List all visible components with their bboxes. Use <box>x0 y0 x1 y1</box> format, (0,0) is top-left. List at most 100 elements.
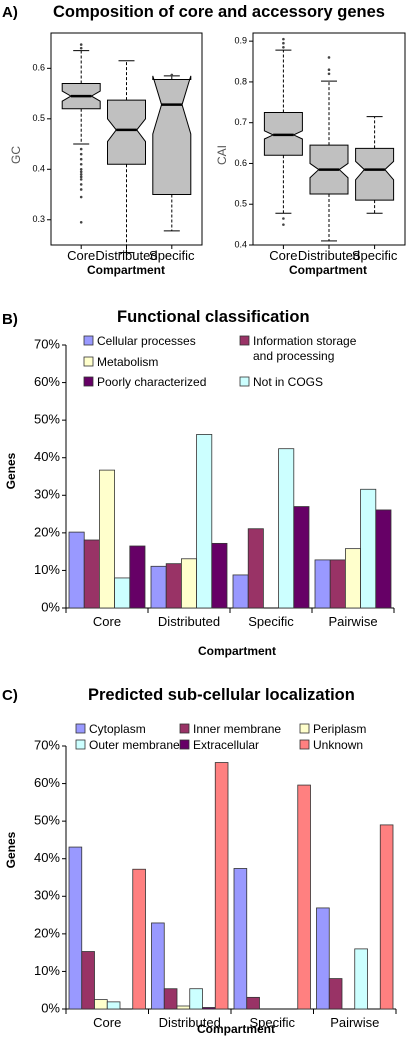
x-tick-label: Core <box>67 248 95 263</box>
bar <box>314 559 331 609</box>
panel-b-title: Functional classification <box>117 308 310 326</box>
bar <box>211 542 228 609</box>
legend-label: Periplasm <box>313 722 366 736</box>
legend-label: Information storage <box>253 334 357 348</box>
legend-swatch <box>299 723 310 734</box>
panel-a-letter: A) <box>2 4 18 21</box>
box-body <box>152 75 192 196</box>
outlier-point <box>79 195 83 199</box>
y-tick-label: 0.9 <box>234 36 247 46</box>
bar <box>202 1007 216 1010</box>
panel-b-letter: B) <box>2 311 18 328</box>
legend-label: Cellular processes <box>97 334 196 348</box>
functional-y-axis-title: Genes <box>4 452 18 489</box>
bar <box>344 548 361 609</box>
outlier-point <box>79 157 83 161</box>
x-tick-label: Pairwise <box>330 1015 379 1030</box>
outlier-point <box>79 175 83 179</box>
panel-a-title: Composition of core and accessory genes <box>53 3 385 21</box>
y-tick-label: 40% <box>34 449 60 464</box>
outlier-point <box>282 223 285 226</box>
y-tick-label: 60% <box>34 775 60 790</box>
box-body <box>107 99 146 165</box>
bar <box>106 1001 121 1010</box>
bar <box>316 907 330 1010</box>
outlier-point <box>79 170 83 174</box>
bar <box>163 988 178 1010</box>
y-tick-label: 0.4 <box>32 164 45 174</box>
bar <box>151 922 165 1010</box>
bar <box>68 531 85 609</box>
legend-label: Unknown <box>313 738 363 752</box>
outlier-point <box>79 43 83 46</box>
y-tick-label: 0.7 <box>234 117 247 127</box>
x-tick-label: Distributed <box>158 614 220 629</box>
x-tick-label: Core <box>93 1015 121 1030</box>
legend-swatch <box>83 376 94 387</box>
bar <box>379 824 394 1010</box>
y-tick-label: 10% <box>34 562 60 577</box>
bar <box>180 558 197 609</box>
legend-label: Cytoplasm <box>89 722 146 736</box>
y-tick-label: 0.5 <box>234 199 247 209</box>
bar <box>83 539 100 609</box>
x-tick-label: Core <box>269 248 297 263</box>
y-tick-label: 30% <box>34 888 60 903</box>
legend-swatch <box>299 739 310 750</box>
bar <box>189 988 203 1010</box>
localization-y-axis-title: Genes <box>4 831 18 868</box>
x-tick-label: Pairwise <box>328 614 377 629</box>
outlier-point <box>79 188 83 191</box>
bar <box>293 506 310 609</box>
y-tick-label: 0% <box>41 1000 60 1015</box>
outlier-point <box>170 73 174 77</box>
outlier-point <box>327 56 331 59</box>
y-tick-label: 0.4 <box>234 239 247 249</box>
outlier-point <box>79 147 83 151</box>
x-tick-label: Distributed <box>298 248 360 263</box>
panel-c-letter: C) <box>2 687 18 704</box>
bar <box>329 559 346 609</box>
y-tick-label: 0.3 <box>32 214 45 224</box>
bar <box>150 565 167 609</box>
functional-x-axis-title: Compartment <box>198 644 276 658</box>
bar <box>176 1005 191 1010</box>
y-tick-label: 50% <box>34 813 60 828</box>
functional-bar-chart: Genes Compartment 0% 10% 20% 30% 40% 50% 60% 70… <box>4 334 395 658</box>
bar <box>94 999 108 1010</box>
outlier-point <box>282 37 285 41</box>
legend-swatch <box>83 356 94 367</box>
outlier-point <box>79 167 83 171</box>
x-tick-label: Specific <box>248 614 294 629</box>
y-tick-label: 10% <box>34 963 60 978</box>
legend-swatch <box>75 723 86 734</box>
x-tick-label: Core <box>93 614 121 629</box>
outlier-point <box>79 46 83 50</box>
outlier-point <box>327 68 331 71</box>
legend-swatch <box>179 723 190 734</box>
outlier-point <box>79 178 83 181</box>
outlier-point <box>79 152 83 156</box>
outlier-point <box>79 162 83 166</box>
y-tick-label: 30% <box>34 487 60 502</box>
outlier-point <box>282 41 285 45</box>
outlier-point <box>79 173 83 176</box>
bar <box>328 978 343 1010</box>
bar <box>297 784 311 1010</box>
y-tick-label: 0.6 <box>234 158 247 168</box>
legend-label: Poorly characterized <box>97 375 206 389</box>
bar <box>360 488 377 609</box>
gc-boxplot: GC Compartment 0.3 0.4 0.5 0.6 Core Distribut… <box>9 32 203 277</box>
legend-label: Outer membrane <box>89 738 180 752</box>
bar <box>81 951 95 1010</box>
bar <box>129 545 146 609</box>
y-tick-label: 50% <box>34 412 60 427</box>
legend-label: Extracellular <box>193 738 259 752</box>
bar <box>246 996 260 1010</box>
y-tick-label: 0% <box>41 599 60 614</box>
legend-label: Inner membrane <box>193 722 281 736</box>
y-tick-label: 0.5 <box>32 113 45 123</box>
bar <box>233 868 248 1010</box>
legend-label: Metabolism <box>97 355 158 369</box>
